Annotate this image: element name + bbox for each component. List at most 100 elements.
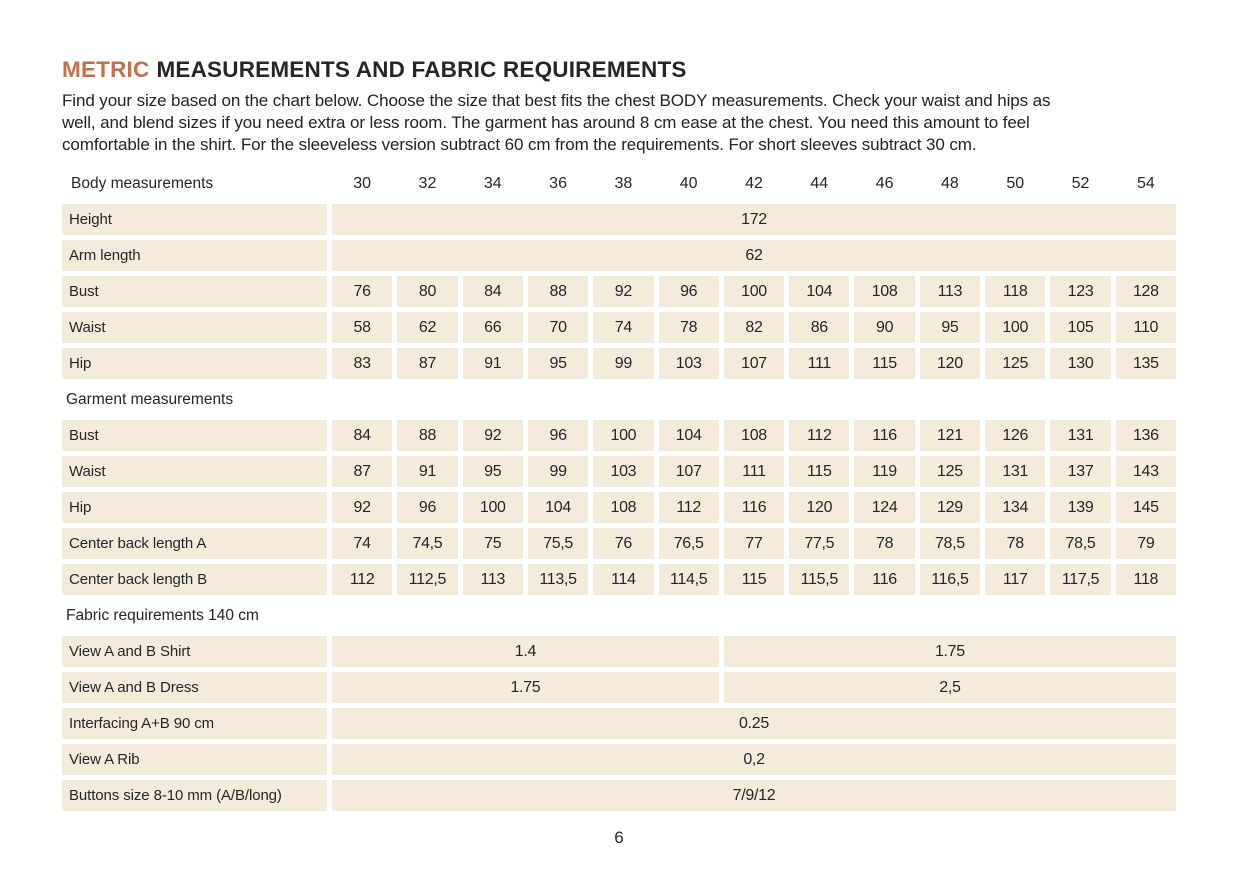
value-cell: 104	[789, 276, 850, 307]
value-cell: 121	[919, 420, 981, 451]
value-cell: 114	[593, 564, 654, 595]
value-cell: 95	[527, 348, 589, 379]
value-cell: 117,5	[1050, 564, 1111, 595]
value-cell: 117	[985, 564, 1046, 595]
title-rest: MEASUREMENTS AND FABRIC REQUIREMENTS	[156, 57, 687, 82]
value-cell: 96	[527, 420, 589, 451]
intro-paragraph: Find your size based on the chart below.…	[62, 90, 1178, 156]
value-cell-merged: 1.4	[332, 636, 719, 667]
value-cell: 66	[462, 312, 523, 343]
value-cell: 116	[723, 492, 785, 523]
value-cell-merged: 1.75	[723, 636, 1176, 667]
value-cell: 136	[1115, 420, 1176, 451]
size-header: 44	[789, 168, 850, 199]
value-cell: 120	[919, 348, 981, 379]
table-header-label: Body measurements	[62, 168, 327, 199]
value-cell: 95	[462, 456, 523, 487]
value-cell: 112	[658, 492, 719, 523]
size-header: 38	[593, 168, 654, 199]
row-label: Waist	[62, 456, 327, 487]
value-cell: 83	[332, 348, 393, 379]
row-label: Arm length	[62, 240, 327, 271]
size-header: 54	[1115, 168, 1176, 199]
value-cell: 115	[854, 348, 915, 379]
value-cell: 100	[593, 420, 654, 451]
row-label: Waist	[62, 312, 327, 343]
value-cell: 90	[854, 312, 915, 343]
value-cell: 78	[658, 312, 719, 343]
size-header: 42	[723, 168, 785, 199]
value-cell-merged: 172	[332, 204, 1176, 235]
value-cell: 95	[919, 312, 981, 343]
value-cell: 78,5	[1050, 528, 1111, 559]
value-cell: 100	[985, 312, 1046, 343]
row-label: View A and B Dress	[62, 672, 327, 703]
size-header: 48	[919, 168, 981, 199]
value-cell: 116	[854, 420, 915, 451]
document-page: METRIC MEASUREMENTS AND FABRIC REQUIREMEN…	[62, 57, 1178, 847]
size-header: 40	[658, 168, 719, 199]
value-cell: 139	[1050, 492, 1111, 523]
page-title: METRIC MEASUREMENTS AND FABRIC REQUIREMEN…	[62, 57, 1178, 83]
value-cell: 107	[723, 348, 785, 379]
value-cell: 111	[789, 348, 850, 379]
value-cell: 120	[789, 492, 850, 523]
row-label: Hip	[62, 348, 327, 379]
value-cell: 58	[332, 312, 393, 343]
value-cell-merged: 1.75	[332, 672, 719, 703]
value-cell: 135	[1115, 348, 1176, 379]
value-cell: 99	[593, 348, 654, 379]
value-cell: 77,5	[789, 528, 850, 559]
value-cell: 145	[1115, 492, 1176, 523]
value-cell: 108	[723, 420, 785, 451]
row-label: Hip	[62, 492, 327, 523]
value-cell: 112	[332, 564, 393, 595]
measurements-table: Body measurements 30 32 34 36 38 40 42 44 46 48 50 5…	[62, 168, 1176, 811]
row-label: Center back length B	[62, 564, 327, 595]
value-cell: 84	[462, 276, 523, 307]
title-accent: METRIC	[62, 57, 150, 82]
intro-line-3: comfortable in the shirt. For the sleeve…	[62, 135, 977, 154]
value-cell-merged: 0,2	[332, 744, 1176, 775]
size-header: 52	[1050, 168, 1111, 199]
value-cell: 75,5	[527, 528, 589, 559]
value-cell: 82	[723, 312, 785, 343]
value-cell: 115,5	[789, 564, 850, 595]
value-cell: 88	[397, 420, 458, 451]
row-label: Interfacing A+B 90 cm	[62, 708, 327, 739]
value-cell: 118	[985, 276, 1046, 307]
value-cell: 77	[723, 528, 785, 559]
value-cell-merged: 7/9/12	[332, 780, 1176, 811]
value-cell: 131	[985, 456, 1046, 487]
value-cell: 84	[332, 420, 393, 451]
value-cell: 105	[1050, 312, 1111, 343]
value-cell: 70	[527, 312, 589, 343]
section-header: Garment measurements	[62, 384, 1176, 415]
value-cell: 137	[1050, 456, 1111, 487]
value-cell: 108	[593, 492, 654, 523]
value-cell: 74	[332, 528, 393, 559]
value-cell: 76	[593, 528, 654, 559]
value-cell: 119	[854, 456, 915, 487]
value-cell: 131	[1050, 420, 1111, 451]
value-cell: 111	[723, 456, 785, 487]
value-cell: 112,5	[397, 564, 458, 595]
value-cell: 104	[658, 420, 719, 451]
size-header: 30	[332, 168, 393, 199]
value-cell: 103	[593, 456, 654, 487]
value-cell: 78,5	[919, 528, 981, 559]
value-cell: 118	[1115, 564, 1176, 595]
value-cell: 114,5	[658, 564, 719, 595]
value-cell: 103	[658, 348, 719, 379]
value-cell: 129	[919, 492, 981, 523]
value-cell: 74,5	[397, 528, 458, 559]
value-cell: 99	[527, 456, 589, 487]
value-cell: 125	[985, 348, 1046, 379]
value-cell: 130	[1050, 348, 1111, 379]
value-cell: 91	[397, 456, 458, 487]
value-cell: 78	[985, 528, 1046, 559]
value-cell: 91	[462, 348, 523, 379]
value-cell: 113	[919, 276, 981, 307]
value-cell: 78	[854, 528, 915, 559]
value-cell: 87	[332, 456, 393, 487]
